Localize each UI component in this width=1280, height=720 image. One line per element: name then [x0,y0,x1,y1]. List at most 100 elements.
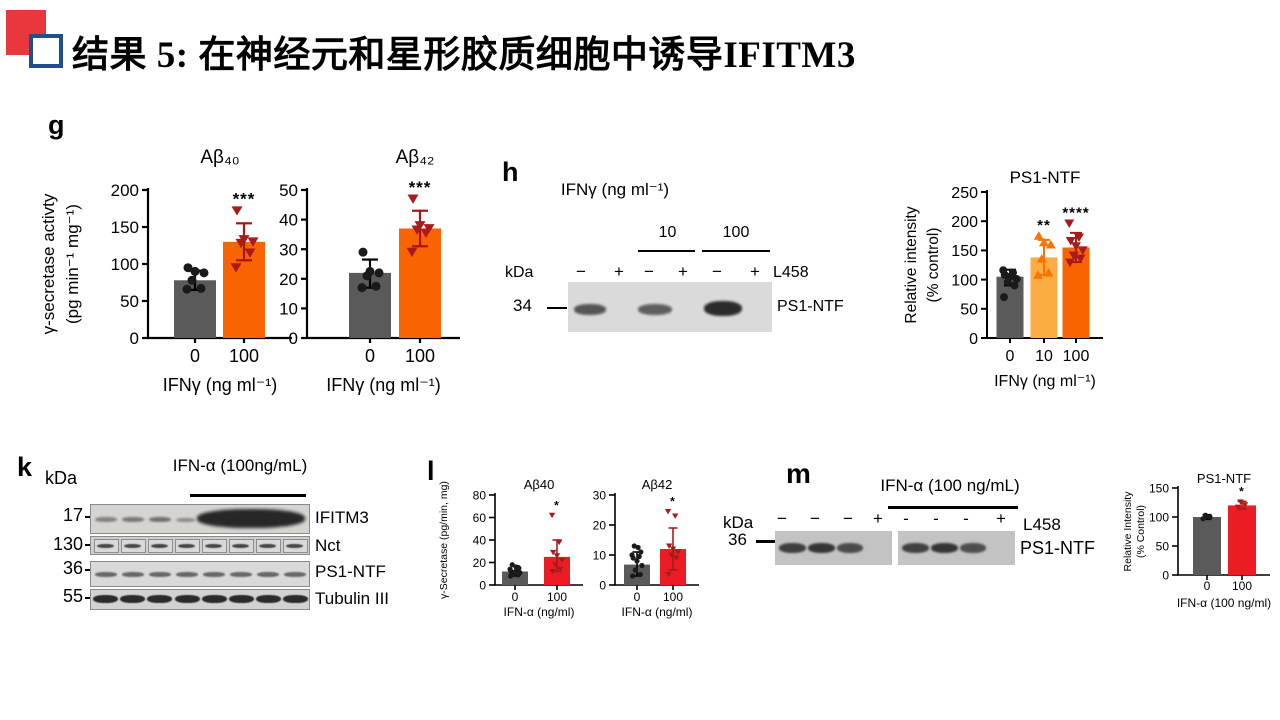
panel-h-blot: IFNγ (ng ml⁻¹) 10 100 kDa − + − + − + L458 34… [505,178,850,346]
y-tick-label: 250 [951,185,978,202]
data-point [1003,277,1012,286]
category-label: 0 [1204,579,1211,593]
blot-h-marker: 34 [513,296,532,315]
data-point [673,555,680,561]
blot-m-image-left [775,531,892,565]
blot-band [147,595,173,603]
significance-stars: * [1239,484,1245,498]
blot-band-box [94,539,119,553]
category-label: 100 [663,590,683,604]
blot-band [257,572,279,577]
data-point [357,283,367,293]
data-point [665,571,672,578]
x-axis-label: IFN-α (ng/ml) [504,605,575,619]
y-tick-label: 100 [111,255,139,274]
kda-dash [85,516,92,518]
y-tick-label: 0 [479,578,486,592]
blot-band-box [121,539,146,553]
y-tick-label: 50 [960,302,978,319]
y-tick-label: 0 [289,329,298,348]
blot-m-image-right [898,531,1015,565]
y-axis-label: (% control) [925,228,942,303]
data-point [1000,293,1008,302]
data-point [514,567,520,573]
blot-k-strip-tubulin [90,589,310,610]
bar [1228,505,1256,575]
panel-k-blot: k kDa IFN-α (100ng/mL) 17 130 36 55 IFIT… [15,450,450,625]
y-tick-label: 0 [1162,568,1169,582]
data-point [999,266,1008,275]
data-point [516,565,522,571]
y-tick-label: 10 [279,300,298,319]
blot-band-box [283,539,308,553]
data-point [632,567,638,573]
blot-h-group-10: 10 [658,224,677,241]
data-point [1045,240,1056,249]
data-point [230,263,242,273]
blot-k-treatment-header: IFN-α (100ng/mL) [172,456,308,475]
x-axis-label: IFNγ (ng ml⁻¹) [994,373,1096,390]
data-point [406,247,418,258]
y-axis-label: (% Control) [1135,505,1147,558]
y-tick-label: 20 [473,556,487,570]
data-point [1012,275,1021,284]
lane-symbol: - [933,509,939,528]
blot-k-band-label-tubulin: Tubulin III [315,589,390,608]
y-tick-label: 30 [279,240,298,259]
data-point [637,571,643,578]
lane-symbol: + [614,262,624,281]
data-point [1009,268,1017,277]
significance-stars: * [670,495,676,509]
category-label: 0 [365,346,375,366]
lane-symbol: − [843,509,853,528]
blot-h-inhibitor-label: L458 [773,264,809,281]
blot-band-box [175,539,200,553]
bar [174,280,216,338]
blot-band [638,304,672,315]
y-axis-label: Relative intensity [903,206,920,323]
data-point [1043,268,1054,277]
group-underline [190,494,306,497]
chart-title: Aβ40 [524,477,555,492]
blot-band [960,543,986,553]
data-point [638,549,644,555]
blot-k-band-label-nct: Nct [315,536,341,555]
blot-band [232,543,249,549]
data-point [635,544,641,551]
data-point [1071,242,1081,251]
panel-m-blot: m IFN-α (100 ng/mL) kDa − − − + - - - + L458 36… [720,458,1135,593]
data-point [196,283,206,293]
blot-m-treatment-header: IFN-α (100 ng/mL) [880,476,1020,495]
bar [1062,247,1090,338]
y-tick-label: 150 [1149,481,1169,495]
blot-band [203,572,225,577]
blot-band [704,301,742,316]
data-point [1006,272,1014,281]
significance-stars: *** [233,190,256,209]
blot-band [201,595,227,603]
blot-band [93,595,118,603]
blot-band [284,572,306,577]
y-tick-label: 30 [593,488,607,502]
y-tick-label: 200 [951,214,978,231]
kda-dash [85,597,92,599]
data-point [672,513,679,519]
y-tick-label: 0 [130,329,139,348]
significance-stars: * [554,498,560,512]
chart-g_ab42: Aβ₄₂ 0 10 20 30 40 50 0 *** 100 IFNγ (ng ml⁻¹) [279,147,460,395]
blot-h-lane-row: − + − + − + [505,262,850,282]
blot-band [779,543,806,553]
data-point [629,552,635,558]
blot-k-strip-ps1ntf [90,561,310,587]
blot-band [149,572,171,577]
kda-marker-130: 130 [52,534,83,554]
data-point [513,564,519,570]
data-point [1000,270,1009,279]
data-point [1065,237,1076,246]
blot-k-band-label-ifitm3: IFITM3 [315,508,369,527]
y-tick-label: 0 [969,331,978,348]
chart-title: Aβ42 [642,477,673,492]
data-point [1010,281,1019,290]
data-point [190,266,200,276]
